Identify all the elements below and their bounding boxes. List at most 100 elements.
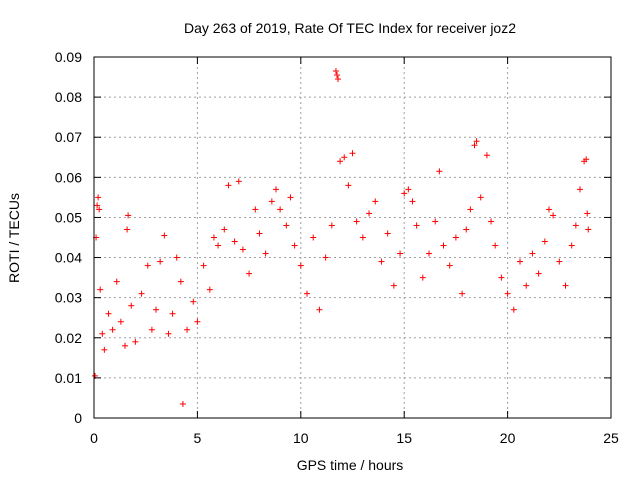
data-point <box>459 290 466 297</box>
data-point <box>297 262 304 269</box>
data-point <box>341 154 348 161</box>
data-point <box>206 286 213 293</box>
y-tick-label: 0.02 <box>55 330 82 346</box>
data-point <box>125 212 132 219</box>
data-point <box>488 218 495 225</box>
data-point <box>194 318 201 325</box>
data-point <box>337 158 344 165</box>
data-point <box>463 226 470 233</box>
data-point <box>328 222 335 229</box>
x-tick-label: 0 <box>90 430 98 446</box>
data-point <box>268 198 275 205</box>
data-point <box>169 310 176 317</box>
data-point <box>440 242 447 249</box>
data-point <box>165 330 172 337</box>
data-point <box>473 138 480 145</box>
data-point <box>128 302 135 309</box>
y-tick-label: 0.01 <box>55 370 82 386</box>
x-tick-label: 20 <box>500 430 516 446</box>
y-tick-label: 0.03 <box>55 290 82 306</box>
y-tick-label: 0.09 <box>55 49 82 65</box>
data-point <box>477 194 484 201</box>
data-point <box>310 234 317 241</box>
data-point <box>372 198 379 205</box>
data-point <box>272 186 279 193</box>
data-point <box>277 206 284 213</box>
data-point <box>335 76 342 83</box>
data-point <box>252 206 259 213</box>
data-point <box>99 330 106 337</box>
data-point <box>122 342 129 349</box>
data-point <box>483 152 490 159</box>
y-tick-label: 0.06 <box>55 169 82 185</box>
y-tick-labels: 0 0.01 0.02 0.03 0.04 0.05 0.06 0.07 0.08 0.09 <box>55 49 82 426</box>
data-point <box>215 242 222 249</box>
data-point <box>345 182 352 189</box>
data-point <box>256 230 263 237</box>
y-tick-label: 0.08 <box>55 89 82 105</box>
data-point <box>409 198 416 205</box>
data-point <box>529 250 536 257</box>
data-point <box>291 242 298 249</box>
data-point <box>585 226 592 233</box>
data-point <box>556 258 563 265</box>
data-point <box>576 186 583 193</box>
data-point <box>225 182 232 189</box>
data-point <box>184 326 191 333</box>
data-point <box>144 262 151 269</box>
data-point <box>568 242 575 249</box>
data-point <box>109 326 116 333</box>
plot-frame <box>93 56 612 419</box>
data-point <box>572 222 579 229</box>
data-point <box>113 278 120 285</box>
grid <box>94 57 611 418</box>
data-point <box>173 254 180 261</box>
data-point <box>535 270 542 277</box>
data-point <box>210 234 217 241</box>
y-axis-label: ROTI / TECUs <box>6 193 22 283</box>
data-point <box>426 250 433 257</box>
data-point <box>95 194 102 201</box>
data-point <box>190 298 197 305</box>
axis-ticks <box>93 56 612 419</box>
data-point <box>132 338 139 345</box>
data-point <box>467 206 474 213</box>
data-point <box>179 400 186 407</box>
data-point <box>153 306 160 313</box>
data-point <box>138 290 145 297</box>
data-point <box>124 226 131 233</box>
data-point <box>419 274 426 281</box>
data-point <box>545 206 552 213</box>
data-point <box>117 318 124 325</box>
data-point <box>446 262 453 269</box>
data-point <box>550 212 557 219</box>
data-point <box>562 282 569 289</box>
data-point <box>246 270 253 277</box>
data-point <box>97 286 104 293</box>
x-tick-label: 10 <box>293 430 309 446</box>
data-point <box>231 238 238 245</box>
data-point <box>517 258 524 265</box>
data-point <box>510 306 517 313</box>
data-point <box>200 262 207 269</box>
data-point <box>333 72 340 79</box>
scatter-points <box>92 68 592 407</box>
data-point <box>583 156 590 163</box>
x-tick-labels: 0 5 10 15 20 25 <box>90 430 619 446</box>
data-point <box>378 258 385 265</box>
data-point <box>436 168 443 175</box>
data-point <box>157 258 164 265</box>
data-point <box>401 190 408 197</box>
data-point <box>504 290 511 297</box>
x-tick-label: 15 <box>396 430 412 446</box>
data-point <box>304 290 311 297</box>
data-point <box>452 234 459 241</box>
data-point <box>390 282 397 289</box>
data-point <box>96 206 103 213</box>
data-point <box>349 150 356 157</box>
data-point <box>432 218 439 225</box>
data-point <box>221 226 228 233</box>
y-tick-label: 0 <box>74 410 82 426</box>
data-point <box>471 142 478 149</box>
